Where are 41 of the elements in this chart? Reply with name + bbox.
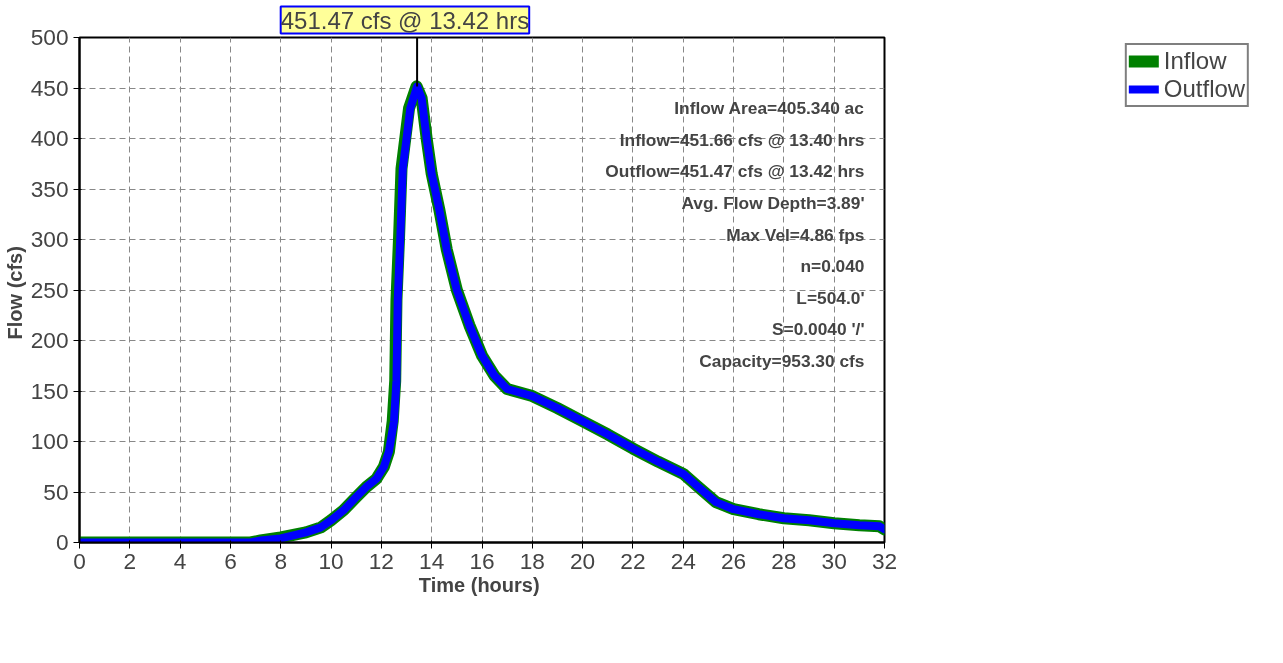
- annotation: Capacity=953.30 cfs: [699, 350, 865, 371]
- x-tick-label: 6: [224, 547, 237, 574]
- y-tick-label: 50: [43, 478, 69, 505]
- y-tick-label: 450: [30, 74, 69, 101]
- x-tick-label: 0: [73, 547, 86, 574]
- y-tick-label: 250: [30, 276, 69, 303]
- x-tick-label: 32: [871, 547, 898, 574]
- x-tick-label: 28: [771, 547, 797, 574]
- x-tick-label: 16: [469, 547, 495, 574]
- x-tick-label: 14: [419, 547, 445, 574]
- x-tick-label: 18: [519, 547, 545, 574]
- annotation: Inflow=451.66 cfs @ 13.40 hrs: [619, 129, 865, 150]
- annotation: Avg. Flow Depth=3.89': [681, 192, 865, 213]
- y-tick-label: 350: [30, 175, 69, 202]
- y-tick-label: 150: [30, 377, 69, 404]
- x-tick-label: 4: [173, 547, 187, 574]
- annotation: Max Vel=4.86 fps: [726, 224, 865, 245]
- x-tick-label: 12: [368, 547, 394, 574]
- annotation: Inflow Area=405.340 ac: [674, 98, 865, 119]
- annotation: L=504.0': [796, 287, 865, 308]
- y-tick-label: 500: [30, 24, 69, 50]
- y-tick-label: 200: [30, 327, 69, 353]
- x-tick-label: 30: [821, 547, 847, 574]
- annotation: Outflow=451.47 cfs @ 13.42 hrs: [605, 161, 865, 182]
- x-axis-title: Time (hours): [418, 573, 540, 596]
- y-tick-label: 0: [55, 529, 69, 555]
- x-tick-label: 2: [123, 547, 137, 574]
- x-tick-label: 22: [620, 547, 646, 574]
- x-tick-label: 8: [274, 547, 288, 574]
- x-tick-label: 10: [318, 547, 344, 574]
- legend-label: Inflow: [1163, 47, 1227, 75]
- annotation: S=0.0040 '/': [771, 319, 865, 340]
- y-axis-title: Flow (cfs): [3, 246, 26, 340]
- legend-label: Outflow: [1163, 75, 1246, 103]
- y-tick-label: 300: [30, 226, 69, 252]
- x-tick-label: 26: [720, 547, 747, 574]
- x-tick-label: 24: [670, 547, 696, 574]
- y-tick-label: 100: [30, 428, 69, 454]
- annotation: n=0.040: [800, 256, 865, 277]
- x-tick-label: 20: [570, 547, 596, 574]
- y-tick-label: 400: [30, 125, 69, 151]
